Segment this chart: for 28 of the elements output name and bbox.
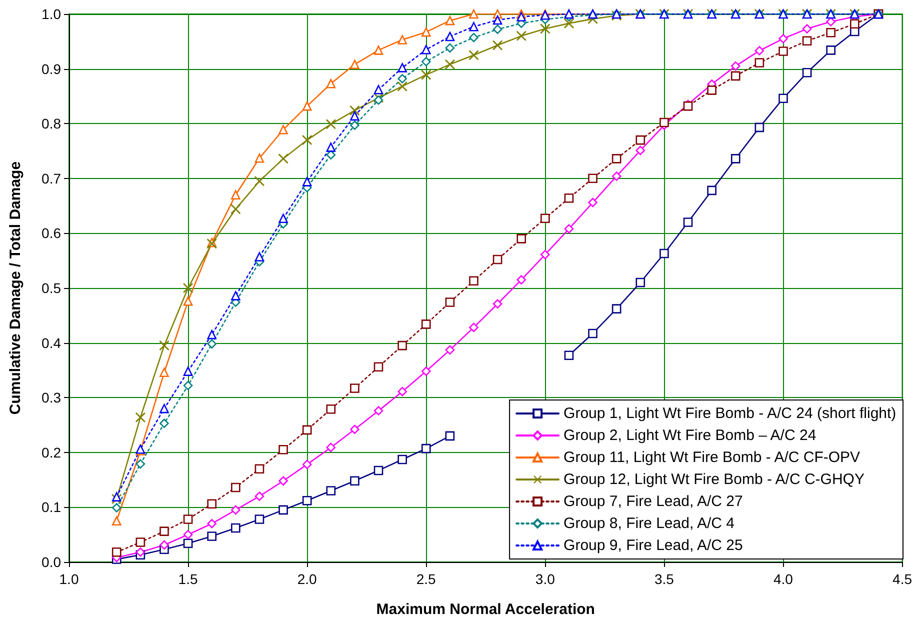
y-tick-label: 0.0 xyxy=(42,554,62,570)
y-tick-label: 0.3 xyxy=(42,390,62,406)
y-tick-label: 0.5 xyxy=(42,280,62,296)
x-tick-label: 4.0 xyxy=(773,571,794,587)
legend-label: Group 12, Light Wt Fire Bomb - A/C C-GHQY xyxy=(564,471,864,488)
x-tick-label: 2.5 xyxy=(416,571,436,587)
x-tick-label: 1.5 xyxy=(178,571,198,587)
y-tick-label: 1.0 xyxy=(42,6,62,22)
x-tick-label: 4.5 xyxy=(892,571,912,587)
legend-label: Group 1, Light Wt Fire Bomb - A/C 24 (short flight) xyxy=(564,405,896,422)
y-axis-title: Cumulative Damage / Total Damage xyxy=(7,161,24,415)
y-tick-label: 0.9 xyxy=(42,60,62,77)
y-tick-label: 0.8 xyxy=(42,116,62,132)
legend-label: Group 2, Light Wt Fire Bomb – A/C 24 xyxy=(564,427,816,444)
x-tick-label: 3.0 xyxy=(535,571,556,587)
legend-label: Group 11, Light Wt Fire Bomb - A/C CF-OPV xyxy=(564,449,860,466)
x-tick-label: 3.5 xyxy=(654,571,674,587)
legend-label: Group 7, Fire Lead, A/C 27 xyxy=(564,493,743,510)
y-tick-label: 0.2 xyxy=(42,444,62,460)
y-tick-label: 0.4 xyxy=(42,334,62,351)
legend-label: Group 8, Fire Lead, A/C 4 xyxy=(564,515,734,532)
x-axis-title: Maximum Normal Acceleration xyxy=(376,601,595,618)
y-tick-label: 0.1 xyxy=(42,499,62,516)
x-tick-label: 2.0 xyxy=(297,571,318,587)
y-tick-label: 0.7 xyxy=(42,170,62,186)
x-tick-label: 1.0 xyxy=(59,571,79,587)
legend-label: Group 9, Fire Lead, A/C 25 xyxy=(564,537,743,554)
y-tick-label: 0.6 xyxy=(42,225,62,242)
